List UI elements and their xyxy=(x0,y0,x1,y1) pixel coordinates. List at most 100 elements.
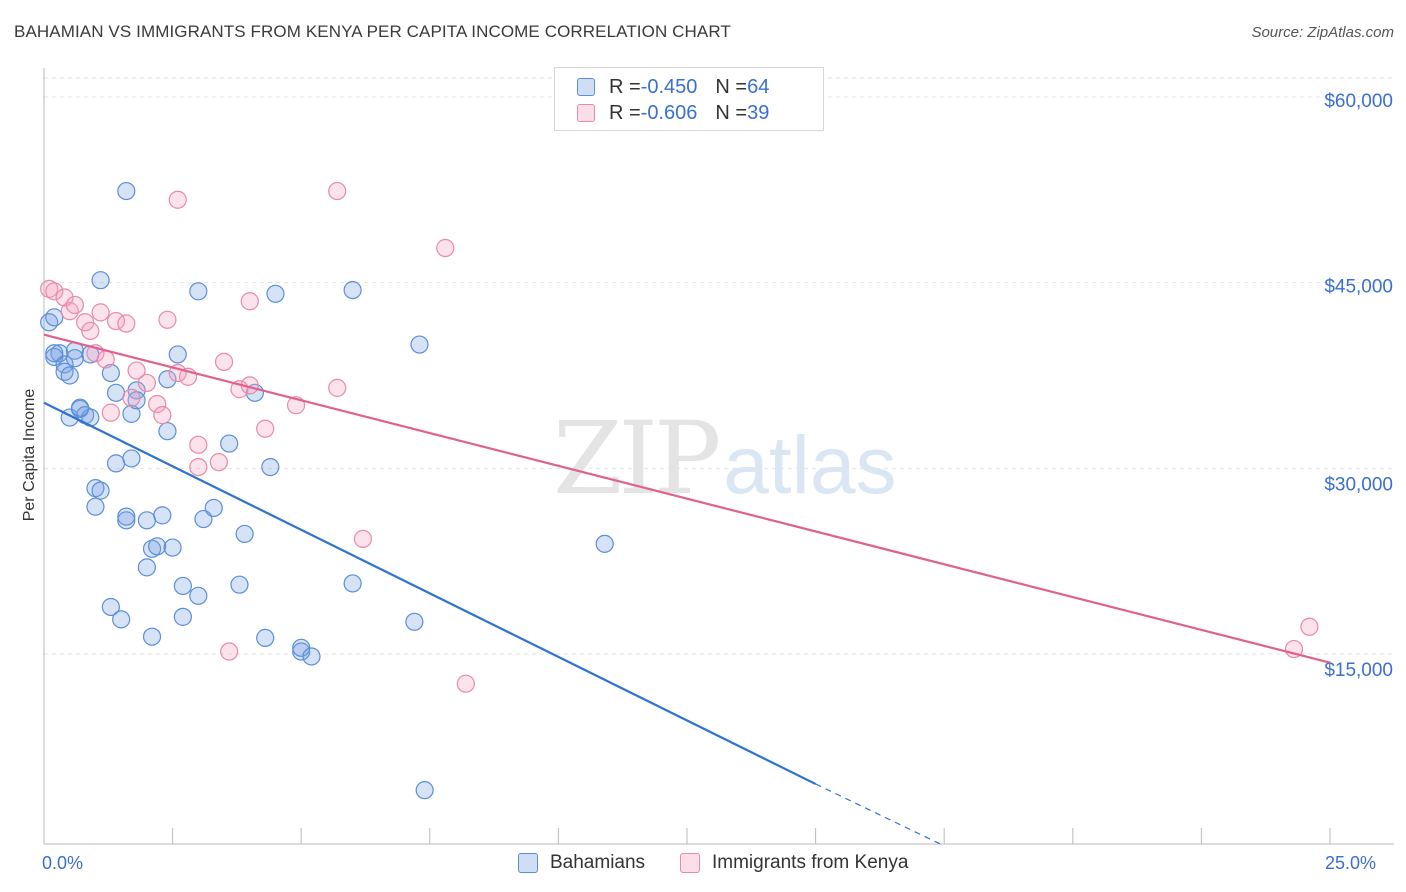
point-bahamians xyxy=(45,344,64,363)
trend-lines xyxy=(43,333,1331,847)
point-bahamians xyxy=(65,349,84,368)
point-kenya xyxy=(137,373,156,393)
legend-swatch-pink xyxy=(680,853,700,873)
point-kenya xyxy=(127,361,146,380)
point-bahamians xyxy=(86,497,105,516)
point-kenya xyxy=(117,314,136,333)
point-bahamians xyxy=(266,284,285,303)
point-kenya xyxy=(81,321,100,341)
n-label: N = xyxy=(715,75,748,98)
point-bahamians xyxy=(106,383,126,402)
point-bahamians xyxy=(137,558,156,577)
legend-item-bahamians[interactable]: Bahamians xyxy=(518,852,645,874)
point-bahamians xyxy=(415,781,434,800)
n-label: N = xyxy=(715,101,748,124)
point-kenya xyxy=(168,190,187,209)
point-bahamians xyxy=(153,506,172,525)
point-kenya xyxy=(189,435,208,454)
point-bahamians xyxy=(101,597,120,617)
source-label: Source: ZipAtlas.com xyxy=(1251,24,1394,41)
point-kenya xyxy=(148,394,167,414)
point-kenya xyxy=(101,403,120,422)
point-bahamians xyxy=(122,449,141,468)
point-bahamians xyxy=(91,481,110,500)
stat-row-bahamians: R = -0.450 N = 64 xyxy=(577,74,769,100)
stat-row-kenya: R = -0.606 N = 39 xyxy=(577,100,769,126)
point-bahamians xyxy=(189,282,208,301)
point-bahamians xyxy=(60,366,79,385)
point-kenya xyxy=(1300,617,1319,636)
r-label: R = xyxy=(609,101,641,124)
point-kenya xyxy=(91,303,110,322)
r-value: -0.450 xyxy=(640,75,698,98)
point-kenya xyxy=(189,457,208,477)
point-kenya xyxy=(55,288,74,307)
point-bahamians xyxy=(302,647,321,666)
r-value: -0.606 xyxy=(640,101,698,124)
point-bahamians xyxy=(194,509,213,529)
point-bahamians xyxy=(40,313,59,332)
point-kenya xyxy=(96,350,115,369)
chart-title: BAHAMIAN VS IMMIGRANTS FROM KENYA PER CA… xyxy=(14,22,731,41)
point-kenya xyxy=(436,238,455,258)
point-bahamians xyxy=(91,271,110,290)
y-tick-label: $15,000 xyxy=(1324,660,1393,681)
data-points xyxy=(40,181,1319,800)
point-kenya xyxy=(353,529,373,548)
point-kenya xyxy=(122,388,141,407)
y-tick-label: $30,000 xyxy=(1324,474,1393,495)
point-kenya xyxy=(240,292,259,311)
axes xyxy=(43,68,1394,845)
point-bahamians xyxy=(595,534,614,553)
point-kenya xyxy=(328,378,347,397)
point-bahamians xyxy=(142,627,162,646)
point-bahamians xyxy=(158,370,177,389)
point-kenya xyxy=(45,282,64,301)
point-kenya xyxy=(456,674,475,693)
point-bahamians xyxy=(189,586,208,605)
n-value: 64 xyxy=(747,75,770,98)
point-bahamians xyxy=(173,576,192,596)
point-bahamians xyxy=(168,345,187,364)
y-axis-label: Per Capita Income xyxy=(21,388,38,522)
y-tick-label: $45,000 xyxy=(1324,277,1393,298)
point-bahamians xyxy=(117,181,136,201)
pink-swatch xyxy=(577,104,595,122)
point-kenya xyxy=(220,642,239,661)
point-bahamians xyxy=(410,335,429,354)
watermark-zip: ZIP xyxy=(553,400,721,517)
point-bahamians xyxy=(405,612,424,631)
point-bahamians xyxy=(112,610,131,629)
point-kenya xyxy=(256,419,275,438)
legend: Bahamians Immigrants from Kenya xyxy=(0,852,1406,878)
point-bahamians xyxy=(204,498,223,518)
r-label: R = xyxy=(609,75,641,98)
legend-swatch-blue xyxy=(518,853,538,873)
point-bahamians xyxy=(261,457,280,477)
point-bahamians xyxy=(45,308,64,327)
point-bahamians xyxy=(343,574,362,593)
grid-lines xyxy=(44,77,1394,655)
point-bahamians xyxy=(148,537,167,556)
point-bahamians xyxy=(117,507,136,526)
y-tick-labels: $15,000 $30,000 $45,000 $60,000 xyxy=(1324,91,1393,681)
point-bahamians xyxy=(235,524,254,544)
x-max-label: 25.0% xyxy=(1325,853,1377,873)
trend-line-bahamians-extension xyxy=(815,783,945,847)
trend-line-kenya xyxy=(43,333,1331,664)
point-bahamians xyxy=(101,363,120,383)
x-min-label: 0.0% xyxy=(42,853,84,873)
legend-item-kenya[interactable]: Immigrants from Kenya xyxy=(680,852,908,874)
point-bahamians xyxy=(158,422,177,441)
point-kenya xyxy=(65,295,84,315)
watermark-atlas: atlas xyxy=(723,420,897,511)
y-tick-label: $60,000 xyxy=(1324,91,1393,112)
point-bahamians xyxy=(106,454,126,473)
point-bahamians xyxy=(163,538,182,557)
point-bahamians xyxy=(70,398,90,417)
correlation-stats-box: R = -0.450 N = 64 R = -0.606 N = 39 xyxy=(554,67,824,131)
point-kenya xyxy=(158,310,177,329)
trend-line-bahamians xyxy=(43,401,817,785)
point-kenya xyxy=(209,453,228,472)
